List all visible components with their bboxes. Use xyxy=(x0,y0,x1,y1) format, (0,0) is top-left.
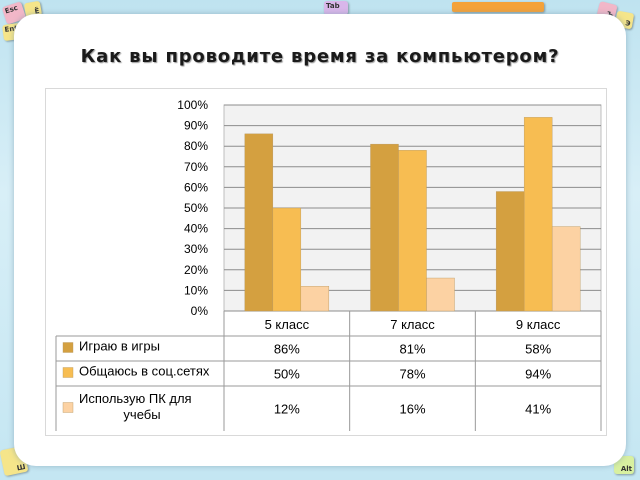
key-alt-icon: Alt xyxy=(614,456,634,474)
legend-label: учебы xyxy=(123,407,160,422)
data-label: 41% xyxy=(525,402,551,417)
y-tick-label: 60% xyxy=(184,180,208,194)
x-category-label: 9 класс xyxy=(516,317,561,332)
bar xyxy=(523,117,553,312)
legend-swatch xyxy=(62,402,74,413)
chart-container: 0% 10% 20% 30% 40% 50% 60% 70% 80% 90% 100% 5 клас… xyxy=(45,88,607,436)
data-label: 50% xyxy=(274,367,300,382)
y-tick-label: 20% xyxy=(184,263,208,277)
page-title: Как вы проводите время за компьютером? xyxy=(80,46,560,67)
y-tick-label: 30% xyxy=(184,242,208,256)
bar xyxy=(244,133,274,312)
x-category-label: 5 класс xyxy=(265,317,310,332)
y-tick-label: 0% xyxy=(191,304,209,318)
bar xyxy=(398,150,427,312)
bar xyxy=(300,286,330,312)
data-label: 12% xyxy=(274,402,300,417)
y-tick-label: 50% xyxy=(184,201,208,215)
bar xyxy=(272,207,302,312)
bar xyxy=(495,191,525,312)
bar xyxy=(370,143,399,312)
bar-chart: 0% 10% 20% 30% 40% 50% 60% 70% 80% 90% 100% 5 клас… xyxy=(55,98,602,431)
y-tick-label: 40% xyxy=(184,222,208,236)
data-label: 94% xyxy=(525,367,551,382)
legend-swatch xyxy=(62,367,74,378)
legend-label: Играю в игры xyxy=(79,339,160,354)
x-category-label: 7 класс xyxy=(390,317,435,332)
legend-label: Использую ПК для xyxy=(79,391,192,406)
data-label: 58% xyxy=(525,342,551,357)
data-label: 78% xyxy=(399,367,425,382)
data-label: 16% xyxy=(399,402,425,417)
legend-swatch xyxy=(62,342,74,353)
bar xyxy=(426,277,455,312)
bar xyxy=(551,226,581,312)
y-tick-label: 90% xyxy=(184,119,208,133)
y-tick-label: 80% xyxy=(184,139,208,153)
key-tab-icon: Tab xyxy=(324,1,348,15)
legend-label: Общаюсь в соц.сетях xyxy=(79,364,210,379)
orange-bar-icon xyxy=(452,2,544,12)
y-tick-label: 100% xyxy=(177,98,208,112)
data-label: 81% xyxy=(399,342,425,357)
y-tick-label: 70% xyxy=(184,160,208,174)
y-tick-label: 10% xyxy=(184,283,208,297)
data-label: 86% xyxy=(274,342,300,357)
